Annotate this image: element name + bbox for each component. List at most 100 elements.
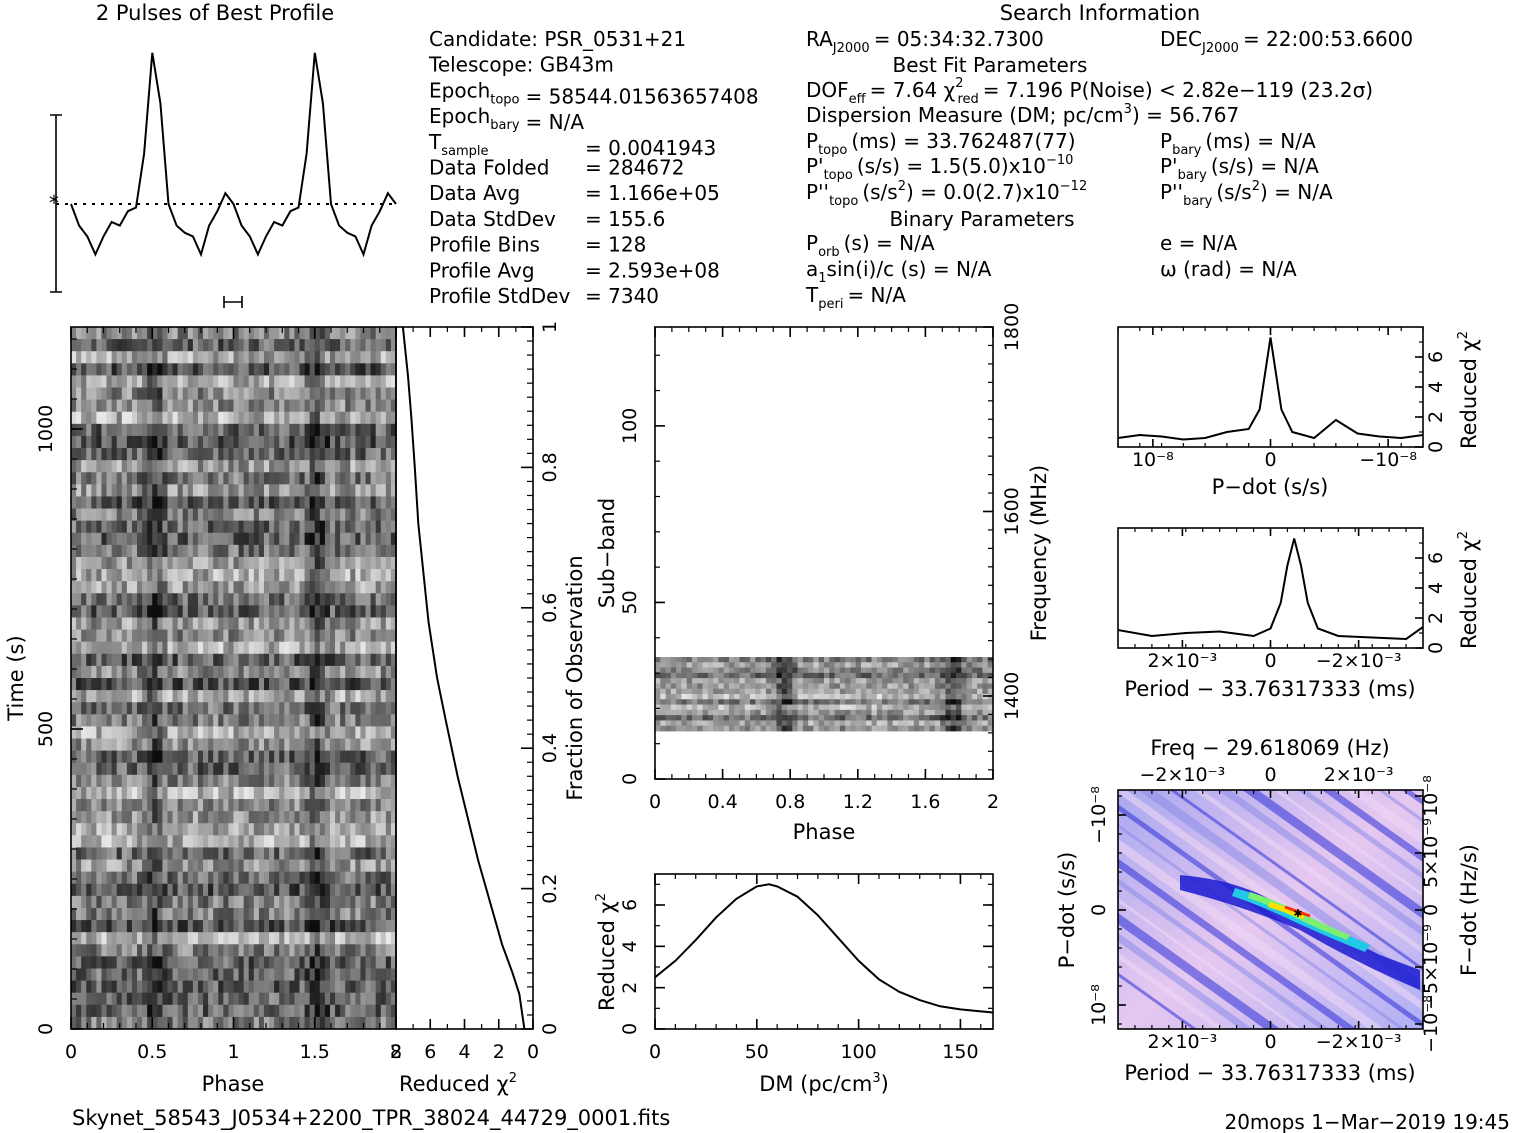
freq-title: Freq − 29.618069 (Hz) bbox=[1150, 736, 1389, 760]
svg-text:1.2: 1.2 bbox=[843, 791, 873, 813]
svg-text:2: 2 bbox=[493, 1041, 505, 1063]
info-left-row: Data Avg = 1.166e+05 bbox=[429, 181, 720, 205]
pbary-line: Pbary (ms) = N/A bbox=[1160, 129, 1316, 158]
a1-line: a1sin(i)/c (s) = N/A bbox=[806, 257, 992, 286]
frequency-ylabel: Frequency (MHz) bbox=[1027, 465, 1051, 641]
ptopo-line: Ptopo (ms) = 33.762487(77) bbox=[806, 129, 1076, 158]
svg-text:1400: 1400 bbox=[1001, 672, 1023, 720]
svg-text:0: 0 bbox=[539, 1023, 561, 1035]
dm-ylabel: Reduced χ2 bbox=[594, 893, 619, 1011]
svg-text:150: 150 bbox=[942, 1041, 978, 1063]
info-left-row: Candidate: PSR_0531+21 bbox=[429, 27, 686, 51]
filename-footer: Skynet_58543_J0534+2200_TPR_38024_44729_… bbox=[72, 1106, 670, 1131]
svg-text:50: 50 bbox=[619, 590, 641, 614]
info-left-row: Profile Avg = 2.593e+08 bbox=[429, 258, 720, 282]
svg-text:1600: 1600 bbox=[1001, 487, 1023, 535]
pdot-chi2-line bbox=[1117, 337, 1424, 441]
svg-text:0.5: 0.5 bbox=[137, 1041, 167, 1063]
dm-chi2-line bbox=[654, 883, 994, 1014]
phase-resolution-bar bbox=[223, 296, 243, 308]
info-left-row: Profile Bins = 128 bbox=[429, 233, 646, 257]
svg-text:2: 2 bbox=[390, 1041, 402, 1063]
svg-text:0: 0 bbox=[65, 1041, 77, 1063]
profile-mean-marker: * bbox=[49, 191, 59, 215]
subband-heatmap bbox=[655, 657, 994, 732]
ra-line: RAJ2000 = 05:34:32.7300 bbox=[806, 27, 1044, 56]
svg-text:100: 100 bbox=[619, 408, 641, 444]
dm-line: Dispersion Measure (DM; pc/cm3) = 56.767 bbox=[806, 102, 1239, 127]
svg-text:2: 2 bbox=[987, 791, 999, 813]
tperi-line: Tperi = N/A bbox=[805, 283, 906, 312]
time-chi2-line bbox=[401, 326, 526, 1030]
svg-text:0.8: 0.8 bbox=[775, 791, 805, 813]
period-pdot-ylabel: P−dot (s/s) bbox=[1055, 852, 1079, 969]
binary-title: Binary Parameters bbox=[889, 207, 1074, 231]
time-chi2-ticks: 8 6 4 2 00.20.40.60.810 bbox=[390, 321, 561, 1063]
info-left-row: Data StdDev = 155.6 bbox=[429, 207, 665, 231]
svg-text:0: 0 bbox=[35, 1023, 57, 1035]
svg-text:0.8: 0.8 bbox=[539, 452, 561, 482]
ecc-line: e = N/A bbox=[1160, 231, 1237, 255]
svg-text:0: 0 bbox=[649, 791, 661, 813]
dm-xlabel: DM (pc/cm3) bbox=[759, 1071, 889, 1096]
svg-text:0: 0 bbox=[619, 773, 641, 785]
time-chi2-xlabel: Reduced χ2 bbox=[399, 1071, 517, 1096]
time-chi2-plot: 8 6 4 2 00.20.40.60.810 Reduced χ2 Fraction … bbox=[390, 321, 587, 1096]
subband-ticks: 0 0.4 0.8 1.2 1.6 2 0 50 100 1400 1600 1800 bbox=[619, 303, 1023, 813]
svg-text:0.6: 0.6 bbox=[539, 593, 561, 623]
profile-line bbox=[70, 52, 397, 258]
svg-text:1.6: 1.6 bbox=[910, 791, 940, 813]
date-footer: 20mops 1−Mar−2019 19:45 bbox=[1224, 1110, 1510, 1133]
period-chi2-ylabel: Reduced χ2 bbox=[1456, 531, 1481, 649]
search-info-title: Search Information bbox=[1000, 1, 1200, 25]
dm-chi2-frame bbox=[654, 873, 994, 1030]
svg-text:0: 0 bbox=[649, 1041, 661, 1063]
svg-text:50: 50 bbox=[745, 1041, 769, 1063]
info-left-row: Epochtopo = 58544.01563657408 bbox=[429, 78, 759, 108]
subband-ylabel: Sub−band bbox=[595, 498, 619, 608]
info-left-row: Epochbary = N/A bbox=[429, 104, 584, 134]
period-pdot-heatmap: ✱ bbox=[1118, 790, 1423, 1029]
svg-text:1: 1 bbox=[227, 1041, 239, 1063]
pddtopo-line: P''topo (s/s2) = 0.0(2.7)x10−12 bbox=[806, 179, 1087, 209]
svg-text:1800: 1800 bbox=[1001, 303, 1023, 351]
pdbary-line: P'bary (s/s) = N/A bbox=[1160, 154, 1319, 183]
time-phase-ylabel: Time (s) bbox=[4, 635, 28, 721]
svg-text:1: 1 bbox=[539, 321, 561, 333]
svg-text:0.2: 0.2 bbox=[539, 873, 561, 903]
omega-line: ω (rad) = N/A bbox=[1160, 257, 1297, 281]
profile-title: 2 Pulses of Best Profile bbox=[96, 1, 334, 25]
period-pdot-xlabel: Period − 33.76317333 (ms) bbox=[1124, 1061, 1415, 1085]
period-xlabel: Period − 33.76317333 (ms) bbox=[1124, 677, 1415, 701]
period-chi2-frame bbox=[1117, 527, 1424, 649]
info-left-row: Data Folded = 284672 bbox=[429, 156, 684, 180]
fdot-ylabel: F−dot (Hz/s) bbox=[1457, 844, 1481, 976]
time-chi2-frame bbox=[395, 326, 534, 1030]
svg-text:0.4: 0.4 bbox=[707, 791, 737, 813]
svg-text:1000: 1000 bbox=[35, 405, 57, 453]
dec-line: DECJ2000 = 22:00:53.6600 bbox=[1160, 27, 1413, 56]
svg-text:0: 0 bbox=[527, 1041, 539, 1063]
pdot-chi2-frame bbox=[1117, 326, 1424, 448]
info-left-row: Tsample = 0.0041943 bbox=[428, 130, 716, 160]
svg-text:100: 100 bbox=[840, 1041, 876, 1063]
porb-line: Porb (s) = N/A bbox=[806, 231, 935, 260]
subband-phase-plot: 0 0.4 0.8 1.2 1.6 2 0 50 100 1400 1600 1800 Phase S… bbox=[595, 303, 1051, 844]
svg-text:8: 8 bbox=[390, 1041, 402, 1063]
period-chi2-line bbox=[1117, 538, 1424, 641]
svg-text:4: 4 bbox=[458, 1041, 470, 1063]
svg-text:500: 500 bbox=[35, 711, 57, 747]
time-chi2-ylabel: Fraction of Observation bbox=[563, 555, 587, 800]
time-phase-plot: 0 0.5 1 1.5 2 0 500 1000 Phase Time (s) bbox=[4, 326, 402, 1096]
pddbary-line: P''bary (s/s2) = N/A bbox=[1160, 179, 1333, 209]
period-pdot-ticks: 2×10⁻³ 0 −2×10⁻³−2×10⁻³ 0 2×10⁻³−10⁻⁸010⁻⁸10… bbox=[1088, 764, 1442, 1053]
svg-text:6: 6 bbox=[424, 1041, 436, 1063]
info-left-row: Telescope: GB43m bbox=[428, 53, 614, 77]
pdtopo-line: P'topo (s/s) = 1.5(5.0)x10−10 bbox=[806, 153, 1073, 183]
